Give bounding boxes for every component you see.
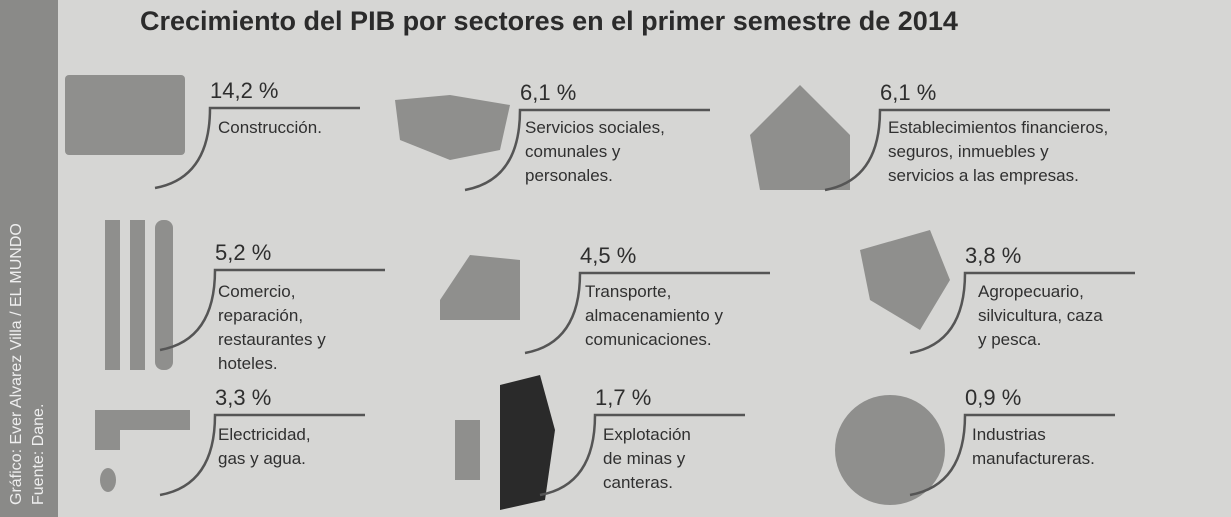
credit-graphic: Gráfico: Ever Alvarez Villa / EL MUNDO [8,223,26,505]
fork-icon [105,220,120,370]
growth-value: 4,5 % [580,243,636,269]
sector-label: Explotación [603,425,691,445]
growth-value: 5,2 % [215,240,271,266]
drop-icon [100,468,116,492]
sector-label: reparación, [218,306,303,326]
sector-label: almacenamiento y [585,306,723,326]
truck-icon [440,255,520,320]
knife-icon [130,220,145,370]
bricks-icon [65,75,185,155]
tap-icon [95,410,190,450]
sector-label: comunicaciones. [585,330,712,350]
sector-label: personales. [525,166,613,186]
sector-label: Comercio, [218,282,295,302]
credits-bar: Gráfico: Ever Alvarez Villa / EL MUNDO F… [0,0,58,517]
sector-label: servicios a las empresas. [888,166,1079,186]
growth-value: 1,7 % [595,385,651,411]
rock-icon [500,375,555,510]
sector-label: restaurantes y [218,330,326,350]
growth-value: 3,3 % [215,385,271,411]
growth-value: 14,2 % [210,78,279,104]
sector-label: y pesca. [978,330,1041,350]
sector-label: manufactureras. [972,449,1095,469]
growth-value: 6,1 % [520,80,576,106]
sector-label: silvicultura, caza [978,306,1103,326]
title: Crecimiento del PIB por sectores en el p… [140,6,958,37]
growth-value: 6,1 % [880,80,936,106]
miner-icon [455,420,480,480]
sector-label: gas y agua. [218,449,306,469]
sector-label: seguros, inmuebles y [888,142,1049,162]
cow-icon [860,230,950,330]
growth-value: 3,8 % [965,243,1021,269]
sector-label: Construcción. [218,118,322,138]
sector-label: hoteles. [218,354,278,374]
credit-source: Fuente: Dane. [30,404,48,505]
sector-label: comunales y [525,142,620,162]
infographic: Gráfico: Ever Alvarez Villa / EL MUNDO F… [0,0,1231,517]
sector-label: canteras. [603,473,673,493]
sector-label: Establecimientos financieros, [888,118,1108,138]
sector-label: Industrias [972,425,1046,445]
sector-label: Servicios sociales, [525,118,665,138]
growth-value: 0,9 % [965,385,1021,411]
sector-label: Transporte, [585,282,671,302]
sector-label: de minas y [603,449,685,469]
sector-label: Electricidad, [218,425,311,445]
house-icon [750,85,850,190]
sector-label: Agropecuario, [978,282,1084,302]
handshake-icon [395,95,510,160]
